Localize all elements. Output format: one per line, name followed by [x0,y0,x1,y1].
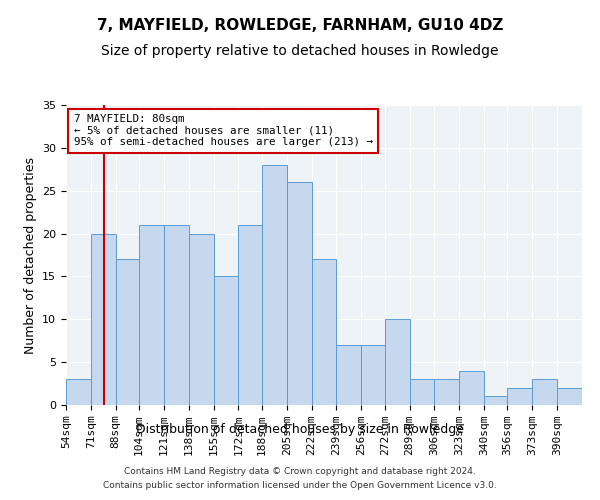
Bar [91,234,116,405]
Bar [410,380,434,405]
Text: Contains HM Land Registry data © Crown copyright and database right 2024.: Contains HM Land Registry data © Crown c… [124,468,476,476]
Y-axis label: Number of detached properties: Number of detached properties [23,156,37,354]
Bar [434,380,459,405]
Bar [361,345,385,405]
Text: Size of property relative to detached houses in Rowledge: Size of property relative to detached ho… [101,44,499,58]
Bar [287,182,311,405]
Bar [116,260,139,405]
Bar [459,370,484,405]
Text: 7, MAYFIELD, ROWLEDGE, FARNHAM, GU10 4DZ: 7, MAYFIELD, ROWLEDGE, FARNHAM, GU10 4DZ [97,18,503,32]
Bar [238,225,262,405]
Bar [532,380,557,405]
Bar [262,165,287,405]
Bar [557,388,582,405]
Bar [311,260,337,405]
Text: Contains public sector information licensed under the Open Government Licence v3: Contains public sector information licen… [103,481,497,490]
Bar [189,234,214,405]
Bar [66,380,91,405]
Bar [484,396,508,405]
Bar [385,320,410,405]
Text: Distribution of detached houses by size in Rowledge: Distribution of detached houses by size … [136,422,464,436]
Bar [139,225,164,405]
Bar [337,345,361,405]
Bar [164,225,189,405]
Bar [214,276,238,405]
Text: 7 MAYFIELD: 80sqm
← 5% of detached houses are smaller (11)
95% of semi-detached : 7 MAYFIELD: 80sqm ← 5% of detached house… [74,114,373,147]
Bar [508,388,532,405]
